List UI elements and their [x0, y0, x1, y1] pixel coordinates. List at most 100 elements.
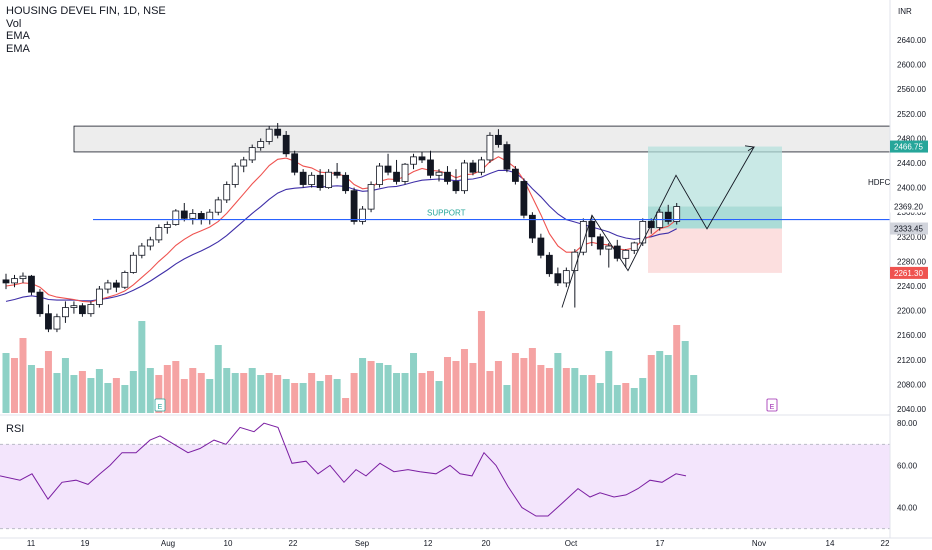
price-label-box [890, 200, 928, 213]
volume-bar [121, 385, 129, 413]
price-label-box [890, 222, 928, 235]
volume-bar [231, 373, 239, 413]
volume-bar [384, 365, 392, 413]
volume-bar [240, 373, 248, 413]
candle-down [342, 174, 350, 192]
projection-arrowhead [744, 145, 756, 152]
candle-down [520, 181, 528, 216]
candle-down [528, 214, 536, 239]
candle-down [79, 305, 86, 315]
rsi-title[interactable]: RSI [6, 423, 25, 435]
price-tick-label: 2200.00 [897, 307, 926, 316]
volume-bar [27, 365, 35, 413]
volume-bar [588, 375, 596, 413]
volume-bar [393, 373, 401, 413]
candle-down [180, 210, 188, 219]
volume-bar [223, 368, 231, 413]
volume-bar [673, 325, 681, 413]
candle-up [53, 316, 61, 330]
ema-lines [5, 156, 678, 303]
legend: HOUSING DEVEL FIN, 1D, NSE Vol EMA EMA [6, 5, 166, 55]
volume-bar [630, 388, 638, 413]
legend-ema-1[interactable]: EMA [6, 30, 30, 42]
volume-bar [520, 358, 528, 413]
volume-bar [605, 351, 613, 413]
stop-zone [648, 228, 782, 273]
volume-bar [2, 353, 10, 413]
volume-bar [299, 383, 307, 413]
price-tick-label: 2640.00 [897, 36, 926, 45]
candles[interactable] [2, 123, 681, 333]
legend-ema-2[interactable]: EMA [6, 42, 30, 55]
candle-down [393, 171, 400, 182]
price-label: 2261.30 [894, 269, 923, 278]
volume-bar [308, 373, 316, 413]
volume-bar [189, 368, 197, 413]
candle-up [605, 245, 613, 250]
volume-bar [511, 353, 519, 413]
volume-bar [61, 358, 69, 413]
candle-down [28, 275, 35, 293]
volume-bar [545, 368, 553, 413]
volume-bar [155, 375, 163, 413]
volume-bar [19, 338, 27, 413]
candle-up [231, 165, 239, 185]
volume-bar [257, 375, 265, 413]
candle-up [367, 184, 375, 210]
price-tick-label: 2280.00 [897, 257, 926, 266]
candle-down [452, 181, 460, 192]
volume-bar [146, 368, 154, 413]
volume-bar [435, 381, 443, 413]
candle-down [444, 171, 451, 182]
current-zone [648, 206, 782, 229]
ema-slow-line [5, 169, 677, 302]
earnings-label: E [770, 404, 775, 411]
volume-bar [579, 375, 587, 413]
volume-bar [647, 355, 655, 413]
volume-bar [214, 345, 222, 413]
rsi-tick-label: 40.00 [897, 504, 918, 513]
volume-bar [477, 311, 485, 413]
candle-down [554, 273, 562, 284]
candle-up [138, 245, 146, 256]
candle-up [562, 270, 570, 284]
drawings[interactable] [93, 145, 890, 308]
candle-up [95, 288, 103, 305]
price-tick-label: 2520.00 [897, 110, 926, 119]
volume-bar [53, 373, 61, 413]
volume-bar [401, 373, 409, 413]
volume-bar [104, 383, 112, 413]
candle-up [189, 213, 197, 219]
price-label-box [890, 140, 928, 153]
earnings-label: E [158, 404, 163, 411]
price-label: 2466.75 [894, 143, 923, 152]
volume-bar [528, 348, 536, 413]
volume-bar [690, 375, 698, 413]
candle-down [469, 162, 477, 173]
candle-down [282, 134, 290, 155]
candle-up [214, 199, 222, 213]
candle-down [36, 291, 44, 315]
volume-bar [316, 381, 324, 413]
candle-up [70, 305, 78, 308]
volume-bar [562, 368, 570, 413]
volume-bar [460, 349, 468, 413]
candle-down [503, 144, 511, 170]
candle-up [359, 208, 366, 222]
symbol-title[interactable]: HOUSING DEVEL FIN, 1D, NSE [6, 5, 166, 17]
rsi-tick-label: 80.00 [897, 419, 918, 428]
volume-bar [681, 341, 689, 413]
legend-vol[interactable]: Vol [6, 17, 22, 30]
candle-down [350, 190, 358, 222]
price-tick-label: 2400.00 [897, 184, 926, 193]
candle-down [197, 213, 205, 220]
price-tick-label: 2320.00 [897, 233, 926, 242]
candle-down [384, 165, 392, 173]
candle-up [639, 221, 647, 244]
candle-up [248, 147, 256, 161]
volume-bar [367, 361, 375, 413]
volume-bar [248, 368, 256, 413]
time-tick-label: 14 [826, 539, 835, 548]
